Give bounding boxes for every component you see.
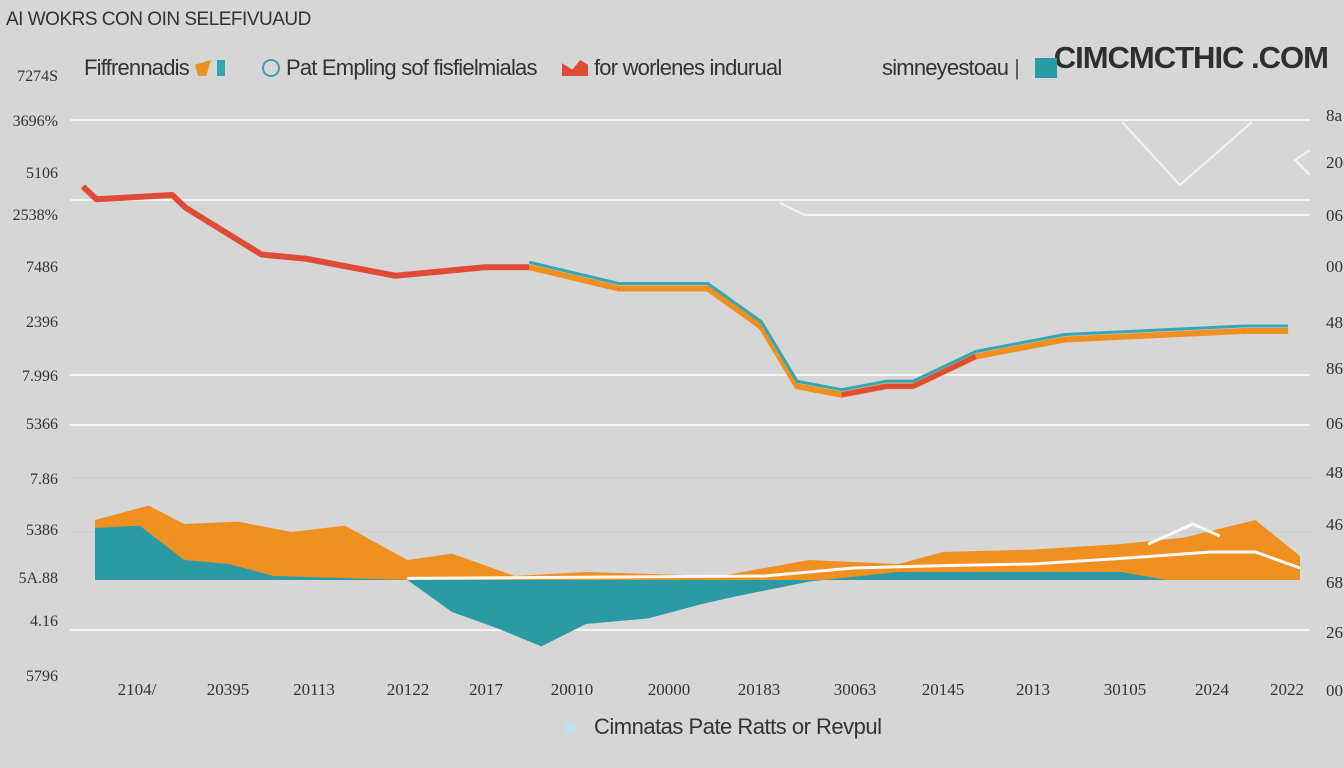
- brand-logo: CIMCMCTHIC .COM: [1053, 40, 1329, 75]
- x-tick-label: 2104/: [118, 680, 157, 699]
- arrow-decoration: [1293, 149, 1311, 176]
- y-tick-label-right: 86: [1326, 359, 1343, 378]
- line-point: [618, 288, 620, 289]
- line-point: [484, 266, 486, 268]
- y-tick-label-left: 4.16: [30, 613, 58, 630]
- step-decoration: [779, 202, 1310, 216]
- caption-marker: [564, 722, 576, 734]
- page-title: AI WOKRS CON OIN SELEFIVUAUD: [6, 9, 311, 30]
- line-point: [350, 266, 352, 268]
- line-point: [1064, 339, 1066, 340]
- x-tick-label: 2017: [469, 680, 504, 699]
- y-tick-label-left: 7274S: [17, 68, 58, 85]
- x-tick-label: 20183: [738, 680, 781, 699]
- legend-label: simneyestoau: [882, 55, 1009, 80]
- area-series: [95, 505, 1301, 647]
- line-point: [1242, 330, 1244, 332]
- x-tick-label: 30063: [834, 680, 877, 699]
- x-tick-label: 2022: [1270, 680, 1304, 699]
- chart-caption: Cimnatas Pate Ratts or Revpul: [594, 714, 882, 739]
- y-tick-label-left: 5366: [26, 416, 58, 433]
- y-tick-label-left: 7.86: [30, 471, 58, 488]
- y-tick-label-right: 48: [1326, 463, 1343, 482]
- y-tick-label-left: 5106: [26, 165, 58, 182]
- line-point: [394, 275, 396, 277]
- legend-item-2: Pat Empling sof fisfielmialas: [262, 53, 537, 83]
- decorative-lines: [779, 121, 1311, 216]
- chevron-decoration: [1121, 121, 1253, 187]
- y-tick-label-left: 2396: [26, 314, 58, 331]
- legend-item-3: for worlenes indurual: [562, 53, 782, 83]
- legend-swatch-orange: [194, 60, 211, 76]
- y-tick-label-left: 3696%: [13, 113, 58, 130]
- line-point: [1153, 334, 1155, 336]
- line-point: [975, 356, 977, 357]
- white-trend-line: [407, 550, 1301, 580]
- y-tick-label-right: 8a: [1326, 106, 1343, 125]
- line-point: [796, 385, 798, 387]
- line-point: [82, 186, 84, 187]
- line-series: [80, 184, 1289, 398]
- y-tick-label-left: 5386: [26, 522, 58, 539]
- white-peak-mark: [1147, 522, 1221, 546]
- line-point: [760, 326, 762, 328]
- x-tick-label: 30105: [1104, 680, 1147, 699]
- y-tick-label-left: 7.996: [22, 368, 58, 385]
- y-axis-left: 7274S 3696% 5106 2538% 7486 2396 7.996 5366 7.86…: [13, 68, 58, 685]
- y-tick-label-left: 7486: [26, 259, 58, 276]
- x-tick-label: 2024: [1195, 680, 1230, 699]
- line-red-segment: [841, 354, 977, 398]
- line-point: [912, 385, 914, 387]
- circle-icon: [262, 59, 280, 77]
- legend-swatch-teal: [216, 60, 225, 76]
- line-teal: [528, 260, 1288, 392]
- line-point: [439, 271, 441, 272]
- y-tick-label-right: 00: [1326, 681, 1343, 700]
- y-tick-label-right: 26: [1326, 623, 1343, 642]
- y-tick-label-right: 68: [1326, 573, 1343, 592]
- area-teal: [95, 525, 1167, 647]
- area-orange: [95, 505, 1300, 580]
- line-point: [171, 194, 173, 196]
- legend-item-1: Fiffrennadis: [84, 53, 225, 83]
- x-tick-label: 20000: [648, 680, 691, 699]
- line-point: [185, 207, 187, 209]
- y-tick-label-right: 46: [1326, 515, 1343, 534]
- line-point: [95, 198, 97, 200]
- x-tick-label: 2013: [1016, 680, 1050, 699]
- gridlines: [70, 119, 1310, 631]
- x-tick-label: 20395: [207, 680, 250, 699]
- line-point: [305, 258, 307, 260]
- line-point: [1287, 330, 1289, 332]
- x-tick-label: 20122: [387, 680, 430, 699]
- line-point: [528, 266, 530, 268]
- y-tick-label-left: 5A.88: [18, 570, 58, 587]
- line-point: [261, 254, 263, 255]
- line-point: [841, 394, 843, 396]
- legend-swatch-teal: [1035, 58, 1058, 78]
- line-point: [707, 288, 709, 289]
- y-tick-label-right: 06: [1326, 414, 1343, 433]
- y-axis-right: 8a 206 06 00 48 86 06 48 46 68 26 00: [1326, 106, 1344, 700]
- line-point: [885, 385, 887, 387]
- x-tick-label: 20145: [922, 680, 965, 699]
- legend-item-4: simneyestoau |: [882, 53, 1058, 83]
- y-tick-label-right: 00: [1326, 257, 1343, 276]
- legend-label: for worlenes indurual: [594, 55, 782, 80]
- legend-label: Fiffrennadis: [84, 55, 190, 80]
- x-tick-label: 20113: [293, 680, 335, 699]
- y-tick-label-right: 06: [1326, 206, 1343, 225]
- x-tick-label: 20010: [551, 680, 594, 699]
- x-axis: 2104/20395 20113 20122 2017 20010 20000 20183 3…: [118, 680, 1304, 699]
- y-tick-label-right: 48: [1326, 313, 1343, 332]
- y-tick-label-left: 5796: [26, 668, 58, 685]
- y-tick-label-right: 206: [1326, 153, 1344, 172]
- legend-label: Pat Empling sof fisfielmialas: [286, 55, 537, 80]
- y-tick-label-left: 2538%: [13, 207, 58, 224]
